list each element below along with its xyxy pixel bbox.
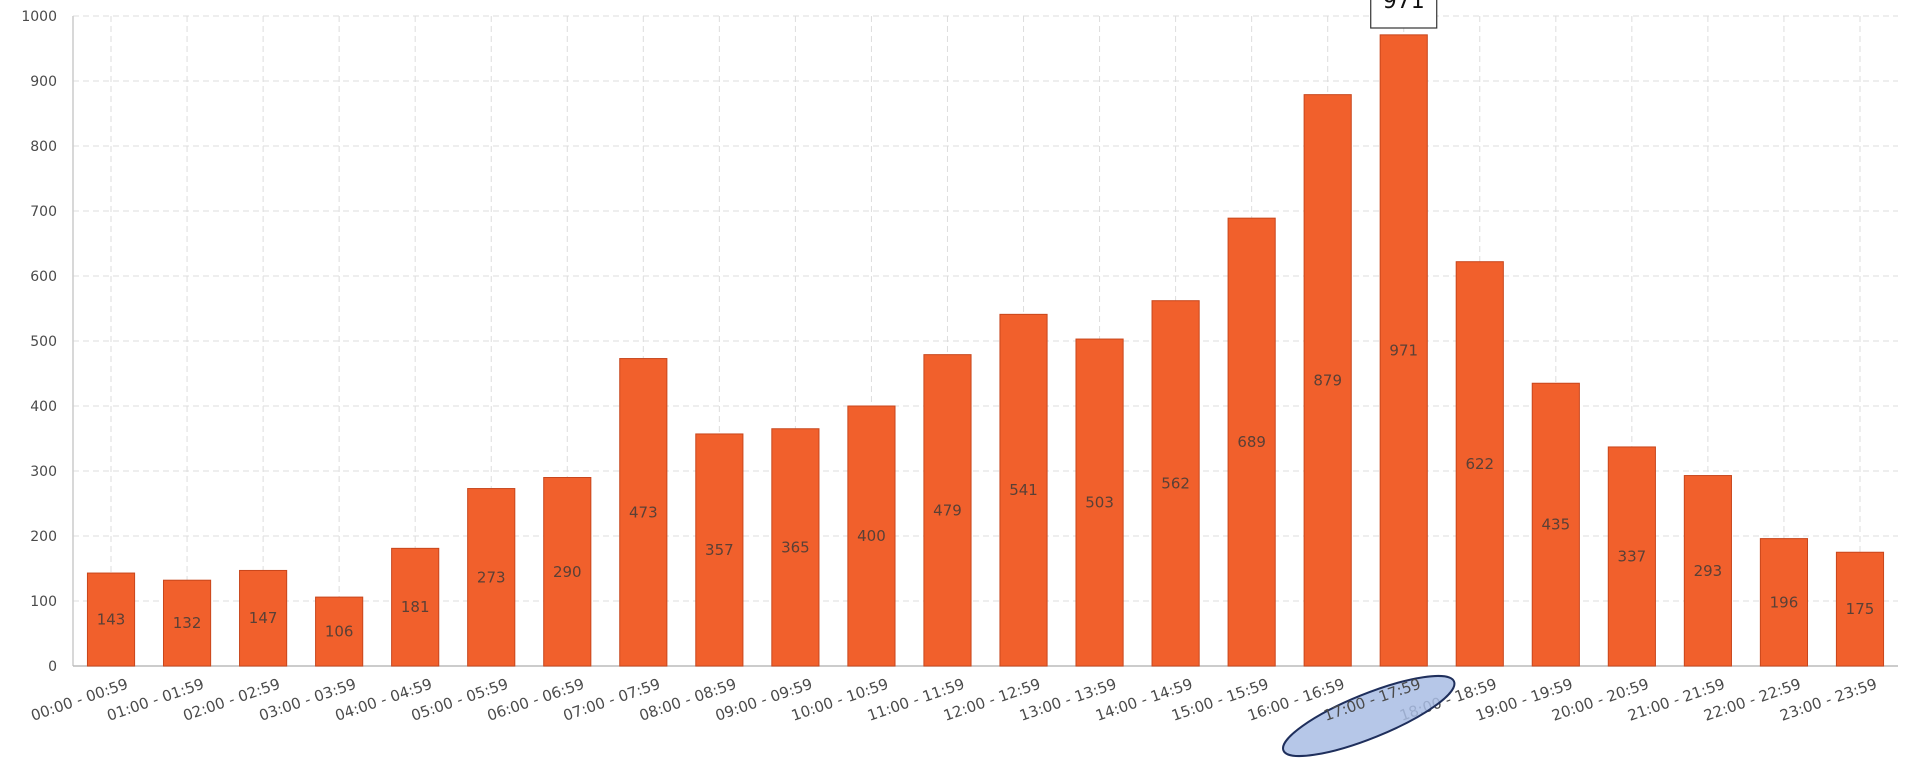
data-label: 503 bbox=[1085, 494, 1114, 512]
data-label: 479 bbox=[933, 501, 962, 519]
y-tick-label: 900 bbox=[30, 74, 57, 90]
bar[interactable] bbox=[1607, 446, 1656, 667]
y-tick-label: 700 bbox=[30, 204, 57, 220]
data-label: 290 bbox=[553, 563, 582, 581]
bar[interactable] bbox=[315, 596, 364, 667]
bar[interactable] bbox=[239, 569, 288, 667]
data-label: 562 bbox=[1161, 474, 1190, 492]
data-label: 971 bbox=[1389, 341, 1418, 359]
bar[interactable] bbox=[771, 428, 820, 667]
y-tick-label: 1000 bbox=[21, 9, 57, 25]
y-tick-label: 800 bbox=[30, 139, 57, 155]
data-label: 337 bbox=[1618, 547, 1647, 565]
bar[interactable] bbox=[1759, 538, 1809, 667]
data-label: 541 bbox=[1009, 481, 1038, 499]
y-tick-label: 100 bbox=[30, 594, 57, 610]
data-label: 147 bbox=[249, 609, 278, 627]
data-label: 473 bbox=[629, 503, 658, 521]
bar[interactable] bbox=[1379, 34, 1428, 667]
data-label: 293 bbox=[1694, 562, 1723, 580]
data-label: 689 bbox=[1237, 433, 1266, 451]
tooltip-layer: 971 bbox=[1370, 0, 1438, 29]
bar[interactable] bbox=[619, 358, 668, 667]
bar[interactable] bbox=[1531, 382, 1580, 667]
bar[interactable] bbox=[1835, 551, 1885, 667]
data-label: 365 bbox=[781, 538, 810, 556]
bar[interactable] bbox=[1151, 300, 1200, 667]
y-tick-label: 600 bbox=[30, 269, 57, 285]
bar[interactable] bbox=[1075, 338, 1124, 667]
y-tick-label: 500 bbox=[30, 334, 57, 350]
bar[interactable] bbox=[86, 572, 136, 667]
bar[interactable] bbox=[467, 488, 516, 667]
y-tick-label: 0 bbox=[48, 659, 57, 675]
bar[interactable] bbox=[847, 405, 896, 667]
bar[interactable] bbox=[1303, 94, 1352, 667]
bar[interactable] bbox=[1227, 217, 1276, 667]
highlight-ellipse bbox=[1282, 674, 1456, 758]
bar[interactable] bbox=[695, 433, 744, 667]
data-label: 435 bbox=[1541, 516, 1570, 534]
tooltip-value: 971 bbox=[1383, 0, 1425, 14]
data-label: 132 bbox=[173, 614, 202, 632]
data-label: 143 bbox=[97, 611, 126, 629]
y-tick-label: 400 bbox=[30, 399, 57, 415]
data-label: 175 bbox=[1846, 600, 1875, 618]
bar[interactable] bbox=[923, 354, 972, 667]
data-label: 622 bbox=[1465, 455, 1494, 473]
bar[interactable] bbox=[1455, 261, 1504, 667]
label-layer: 143 132 147 106 181 273 290 473 357 365 400 479 541 5… bbox=[97, 341, 1875, 640]
data-label: 879 bbox=[1313, 371, 1342, 389]
data-label: 273 bbox=[477, 568, 506, 586]
data-label: 400 bbox=[857, 527, 886, 545]
data-label: 196 bbox=[1770, 593, 1799, 611]
bar[interactable] bbox=[391, 547, 440, 667]
y-tick-label: 200 bbox=[30, 529, 57, 545]
bar[interactable] bbox=[162, 579, 212, 667]
bar[interactable] bbox=[999, 313, 1048, 667]
y-tick-label: 300 bbox=[30, 464, 57, 480]
bar[interactable] bbox=[1683, 475, 1732, 667]
bar[interactable] bbox=[543, 477, 592, 667]
data-label: 181 bbox=[401, 598, 430, 616]
data-label: 106 bbox=[325, 623, 354, 641]
highlight-layer: 17:00 - 17:59 bbox=[1282, 674, 1456, 758]
data-label: 357 bbox=[705, 541, 734, 559]
tooltip-box bbox=[1370, 0, 1438, 29]
bar-layer bbox=[86, 34, 1885, 667]
